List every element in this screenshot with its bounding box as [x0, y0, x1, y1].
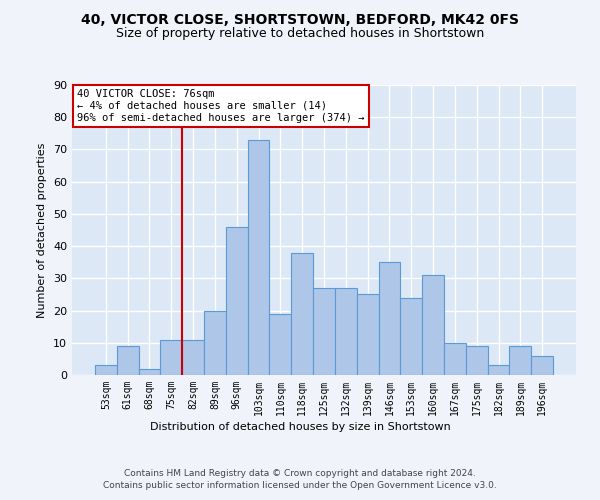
- Bar: [444, 343, 466, 375]
- Bar: [160, 340, 182, 375]
- Bar: [335, 288, 357, 375]
- Bar: [139, 368, 160, 375]
- Text: 40 VICTOR CLOSE: 76sqm
← 4% of detached houses are smaller (14)
96% of semi-deta: 40 VICTOR CLOSE: 76sqm ← 4% of detached …: [77, 90, 365, 122]
- Text: Distribution of detached houses by size in Shortstown: Distribution of detached houses by size …: [149, 422, 451, 432]
- Bar: [291, 252, 313, 375]
- Bar: [488, 366, 509, 375]
- Text: Size of property relative to detached houses in Shortstown: Size of property relative to detached ho…: [116, 28, 484, 40]
- Bar: [204, 310, 226, 375]
- Bar: [400, 298, 422, 375]
- Text: 40, VICTOR CLOSE, SHORTSTOWN, BEDFORD, MK42 0FS: 40, VICTOR CLOSE, SHORTSTOWN, BEDFORD, M…: [81, 12, 519, 26]
- Bar: [226, 227, 248, 375]
- Bar: [269, 314, 291, 375]
- Y-axis label: Number of detached properties: Number of detached properties: [37, 142, 47, 318]
- Text: Contains HM Land Registry data © Crown copyright and database right 2024.
Contai: Contains HM Land Registry data © Crown c…: [103, 469, 497, 490]
- Bar: [531, 356, 553, 375]
- Bar: [313, 288, 335, 375]
- Bar: [509, 346, 531, 375]
- Bar: [379, 262, 400, 375]
- Bar: [357, 294, 379, 375]
- Bar: [95, 366, 117, 375]
- Bar: [117, 346, 139, 375]
- Bar: [466, 346, 488, 375]
- Bar: [182, 340, 204, 375]
- Bar: [248, 140, 269, 375]
- Bar: [422, 275, 444, 375]
